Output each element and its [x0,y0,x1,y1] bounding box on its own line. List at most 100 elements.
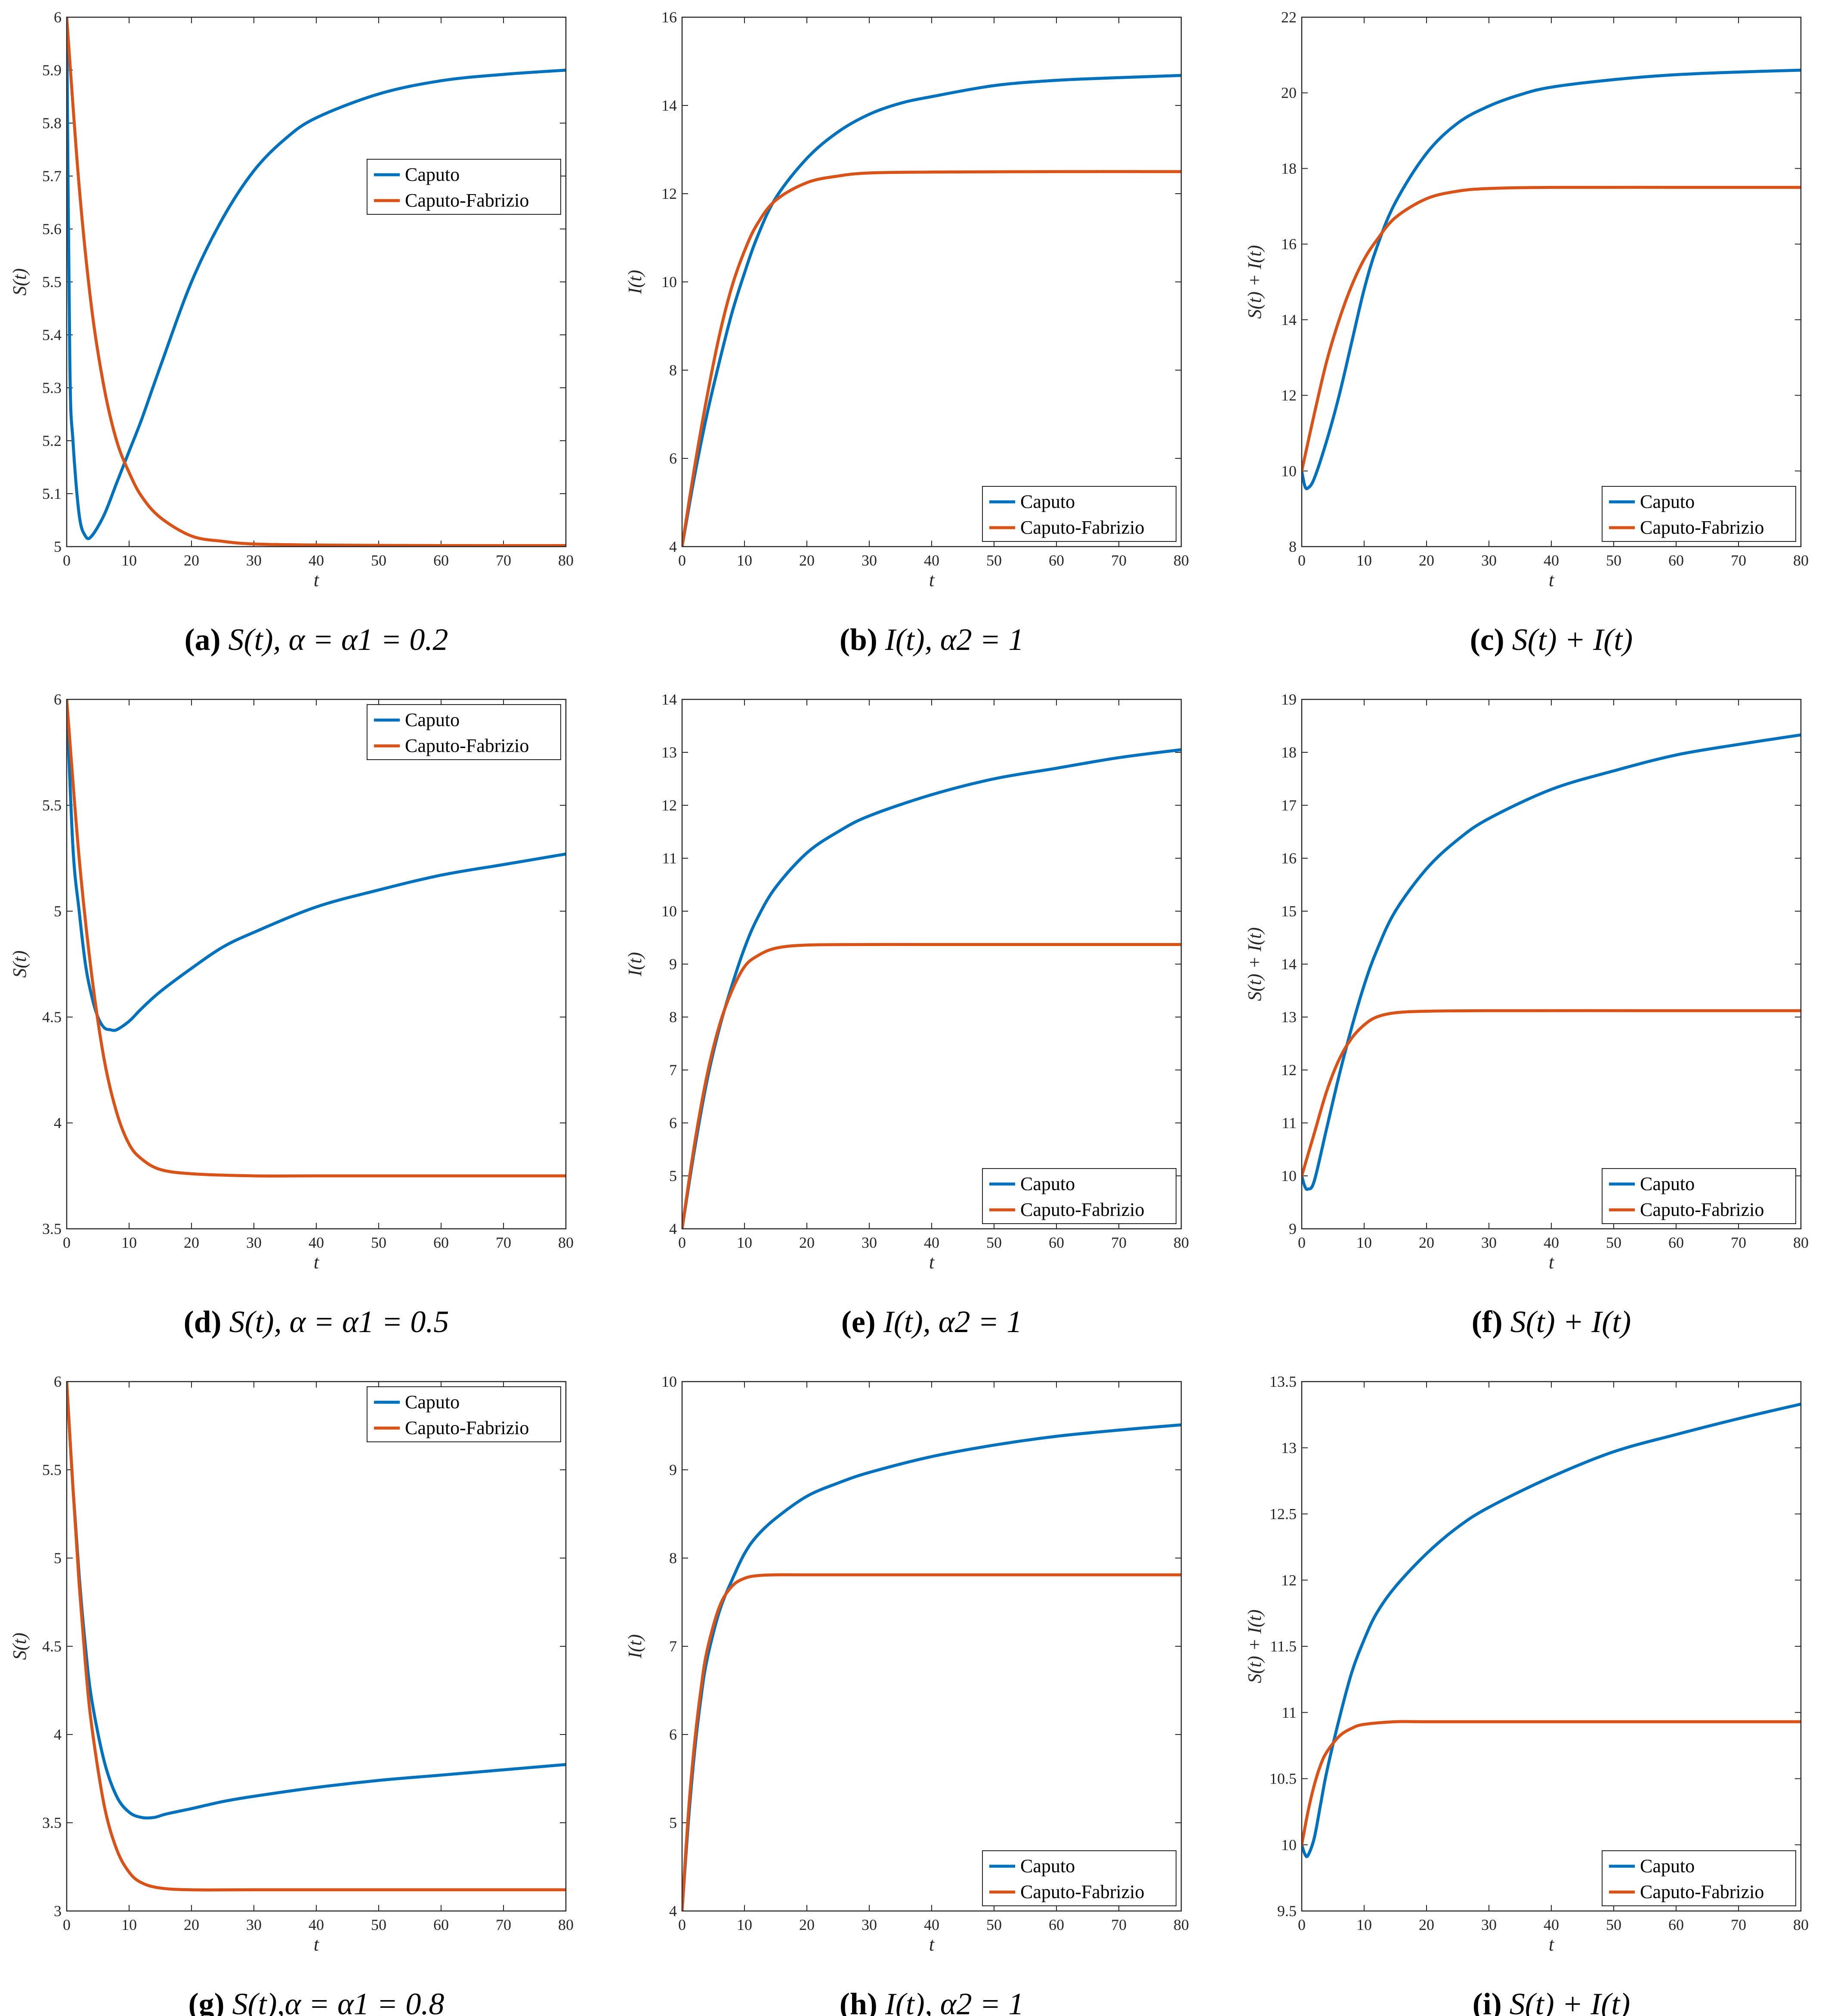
x-tick-label: 0 [678,1916,686,1933]
y-tick-label: 11 [1282,1114,1297,1132]
chart-c: 8 10 12 14 16 18 20 22 0 10 20 30 40 50 60 70 80 t S(t) + … [1244,9,1809,657]
x-tick-label: 80 [558,1234,574,1251]
subfigure-caption: (c) S(t) + I(t) [1470,622,1633,657]
x-tick-label: 60 [1668,552,1684,569]
x-tick-label: 20 [184,1234,199,1251]
y-tick-label: 4 [669,1220,677,1237]
y-tick-label: 10.5 [1269,1770,1297,1787]
series-line-caputo-fabrizio [682,943,1181,1229]
y-tick-label: 14 [661,691,677,708]
x-tick-label: 80 [1173,1916,1189,1933]
y-tick-label: 5.9 [42,62,62,79]
y-tick-label: 6 [669,450,677,467]
subfigure-caption: (d) S(t), α = α1 = 0.5 [184,1305,449,1339]
y-tick-label: 10 [1281,1167,1297,1184]
caption-tag: (f) [1472,1305,1510,1339]
y-tick-label: 8 [669,1549,677,1567]
x-tick-label: 60 [1049,1916,1064,1933]
x-tick-label: 10 [1356,1234,1372,1251]
y-tick-label: 5 [54,538,62,555]
x-tick-label: 80 [1173,1234,1189,1251]
legend-box [1602,1168,1796,1224]
y-tick-label: 9 [669,1461,677,1478]
y-tick-label: 9 [669,955,677,973]
x-tick-label: 80 [558,1916,574,1933]
y-tick-label: 18 [1281,160,1297,177]
axes-frame [66,16,567,547]
x-tick-label: 20 [799,1916,815,1933]
x-tick-label: 0 [1298,1916,1306,1933]
y-axis-label: S(t) + I(t) [1244,927,1265,1001]
caption-tag: (c) [1470,622,1512,657]
y-tick-label: 3.5 [42,1220,62,1237]
x-tick-label: 10 [121,552,137,569]
y-tick-label: 11.5 [1270,1638,1297,1655]
y-tick-label: 5 [54,903,62,920]
axes-frame [681,699,1182,1230]
x-tick-label: 60 [433,552,449,569]
x-tick-label: 50 [1606,1234,1621,1251]
legend: Caputo Caputo-Fabrizio [367,1386,561,1442]
x-tick-label: 50 [986,1916,1002,1933]
x-tick-label: 70 [1731,1234,1746,1251]
y-tick-label: 5.5 [42,273,62,291]
x-tick-label: 70 [496,552,511,569]
legend: Caputo Caputo-Fabrizio [982,1168,1177,1224]
legend: Caputo Caputo-Fabrizio [982,1850,1177,1906]
y-axis-label: S(t) [9,1633,30,1660]
x-tick-label: 40 [1544,1234,1559,1251]
y-tick-label: 10 [1281,462,1297,479]
y-tick-label: 7 [669,1061,677,1079]
chart-a: 55.15.25.35.45.55.65.75.85.960 10 20 30 40 50… [9,9,574,657]
y-tick-label: 4 [669,1902,677,1920]
y-tick-label: 9.5 [1277,1902,1297,1920]
x-tick-label: 70 [1111,1916,1127,1933]
y-tick-label: 10 [1281,1836,1297,1853]
x-tick-label: 60 [1668,1916,1684,1933]
legend-box [982,1168,1177,1224]
y-tick-label: 12.5 [1269,1506,1297,1523]
subfigure-caption: (i) S(t) + I(t) [1473,1987,1630,2016]
caption-tag: (i) [1473,1987,1510,2016]
legend-entry-label: Caputo-Fabrizio [1020,517,1144,538]
y-tick-label: 13 [1281,1439,1297,1456]
y-tick-label: 20 [1281,84,1297,102]
x-tick-label: 60 [1049,1234,1064,1251]
x-tick-label: 10 [737,1234,752,1251]
x-tick-label: 10 [737,552,752,569]
y-tick-label: 13.5 [1269,1373,1297,1390]
x-tick-label: 30 [1481,552,1497,569]
y-tick-label: 5.1 [42,485,62,502]
x-tick-label: 40 [924,552,939,569]
x-tick-label: 60 [1668,1234,1684,1251]
axes-frame [681,1381,1182,1912]
caption-text: S(t), α = α1 = 0.2 [229,622,448,657]
chart-e: 4 5 6 7 8 9 10 11 12 13 14 0 10 20 30 40 50 60 70 80 t I(t) Ca… [624,691,1189,1339]
axes-frame [1301,1381,1802,1912]
y-tick-label: 12 [661,185,677,202]
y-axis-label: I(t) [624,1634,645,1659]
x-tick-label: 70 [1111,1234,1127,1251]
x-tick-label: 80 [1793,552,1809,569]
x-tick-label: 30 [1481,1916,1497,1933]
x-tick-label: 80 [1793,1234,1809,1251]
y-tick-label: 12 [661,797,677,814]
series-line-caputo [67,17,566,540]
legend-entry-label: Caputo [1020,491,1075,512]
series-line-caputo-fabrizio [1302,1720,1801,1846]
legend-entry-label: Caputo-Fabrizio [1020,1881,1144,1902]
y-tick-label: 16 [1281,850,1297,867]
x-tick-label: 60 [433,1916,449,1933]
series-line-caputo-fabrizio [682,170,1181,547]
caption-text: I(t), α2 = 1 [883,1305,1022,1339]
legend: Caputo Caputo-Fabrizio [367,704,561,760]
legend-entry-label: Caputo [1020,1173,1075,1194]
x-tick-label: 20 [1419,1234,1434,1251]
legend-box [982,486,1177,542]
series-line-caputo [1302,733,1801,1191]
y-tick-label: 3.5 [42,1814,62,1831]
x-tick-label: 50 [986,1234,1002,1251]
legend-entry-label: Caputo [1640,1855,1695,1877]
y-tick-label: 5.2 [42,432,62,449]
legend-entry-label: Caputo [1640,1173,1695,1194]
